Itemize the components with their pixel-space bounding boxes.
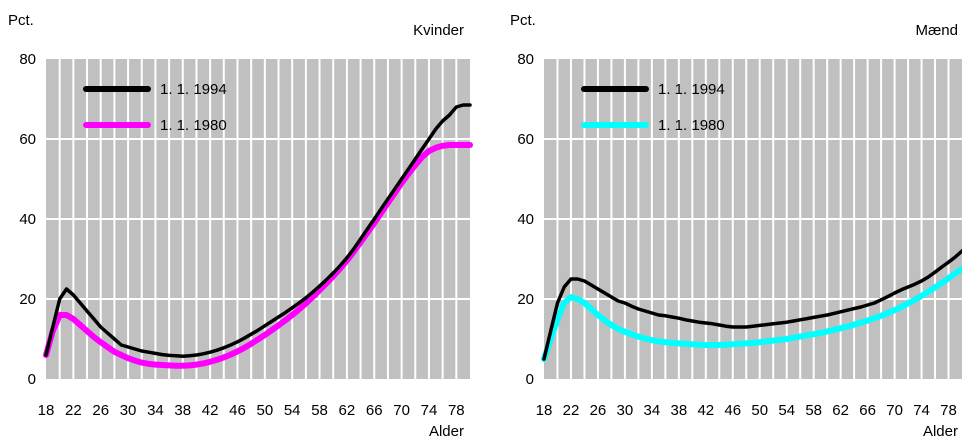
legend: 1. 1. 1994 1. 1. 1980 (83, 81, 227, 134)
x-tick-label: 78 (940, 402, 957, 419)
y-axis-label: Pct. (510, 12, 536, 29)
y-tick-label: 60 (19, 131, 36, 148)
x-tick-labels: 18 22 26 30 34 38 42 46 50 54 58 62 66 70 74 78 (38, 402, 465, 419)
series-line (542, 249, 962, 361)
x-tick-label: 38 (670, 402, 687, 419)
y-tick-label: 60 (517, 131, 534, 148)
y-tick-label: 80 (517, 51, 534, 68)
x-tick-label: 74 (421, 402, 438, 419)
y-tick-label: 80 (19, 51, 36, 68)
x-tick-label: 42 (202, 402, 219, 419)
x-tick-label: 54 (778, 402, 795, 419)
legend-label: 1. 1. 1980 (658, 117, 725, 134)
y-tick-label: 20 (517, 291, 534, 308)
chart-panel-maend: 0 20 40 60 80 18 22 26 30 34 38 42 46 50 54 58 62 66 70 74… (510, 12, 962, 440)
x-tick-label: 46 (724, 402, 741, 419)
x-axis-label: Alder (923, 423, 958, 440)
series-line (43, 142, 473, 369)
series-lines (43, 103, 473, 369)
chart-panel-kvinder: 0 20 40 60 80 18 22 26 30 34 38 42 46 50 54 58 62 66 70 74… (8, 12, 473, 440)
x-tick-label: 66 (366, 402, 383, 419)
x-tick-label: 38 (174, 402, 191, 419)
series-line (541, 266, 962, 362)
chart-title: Kvinder (413, 22, 464, 39)
x-tick-label: 34 (147, 402, 164, 419)
x-tick-label: 26 (92, 402, 109, 419)
x-tick-label: 42 (697, 402, 714, 419)
x-tick-label: 34 (644, 402, 661, 419)
x-tick-label: 66 (859, 402, 876, 419)
y-axis-label: Pct. (8, 12, 34, 29)
x-tick-label: 46 (229, 402, 246, 419)
legend-label: 1. 1. 1994 (160, 81, 227, 98)
x-tick-label: 58 (805, 402, 822, 419)
x-tick-label: 30 (120, 402, 137, 419)
x-tick-label: 70 (393, 402, 410, 419)
legend-label: 1. 1. 1980 (160, 117, 227, 134)
y-tick-label: 0 (526, 371, 534, 388)
x-tick-label: 18 (536, 402, 553, 419)
series-lines (541, 249, 962, 362)
y-tick-label: 20 (19, 291, 36, 308)
x-tick-label: 22 (563, 402, 580, 419)
y-tick-label: 40 (19, 211, 36, 228)
y-tick-label: 0 (28, 371, 36, 388)
y-tick-labels: 0 20 40 60 80 (19, 51, 36, 388)
x-tick-label: 78 (448, 402, 465, 419)
x-tick-label: 58 (311, 402, 328, 419)
x-tick-labels: 18 22 26 30 34 38 42 46 50 54 58 62 66 70 74 78 (536, 402, 957, 419)
gridlines (46, 59, 470, 379)
x-tick-label: 50 (751, 402, 768, 419)
x-tick-label: 74 (913, 402, 930, 419)
x-tick-label: 62 (832, 402, 849, 419)
x-tick-label: 50 (256, 402, 273, 419)
x-tick-label: 26 (590, 402, 607, 419)
x-tick-label: 54 (284, 402, 301, 419)
x-tick-label: 62 (339, 402, 356, 419)
x-axis-label: Alder (429, 423, 464, 440)
series-line (44, 103, 472, 358)
legend-label: 1. 1. 1994 (658, 81, 725, 98)
y-tick-label: 40 (517, 211, 534, 228)
x-tick-label: 18 (38, 402, 55, 419)
chart-title: Mænd (915, 22, 958, 39)
x-tick-label: 70 (886, 402, 903, 419)
x-tick-label: 30 (617, 402, 634, 419)
y-tick-labels: 0 20 40 60 80 (517, 51, 534, 388)
x-tick-label: 22 (65, 402, 82, 419)
legend: 1. 1. 1994 1. 1. 1980 (581, 81, 725, 134)
